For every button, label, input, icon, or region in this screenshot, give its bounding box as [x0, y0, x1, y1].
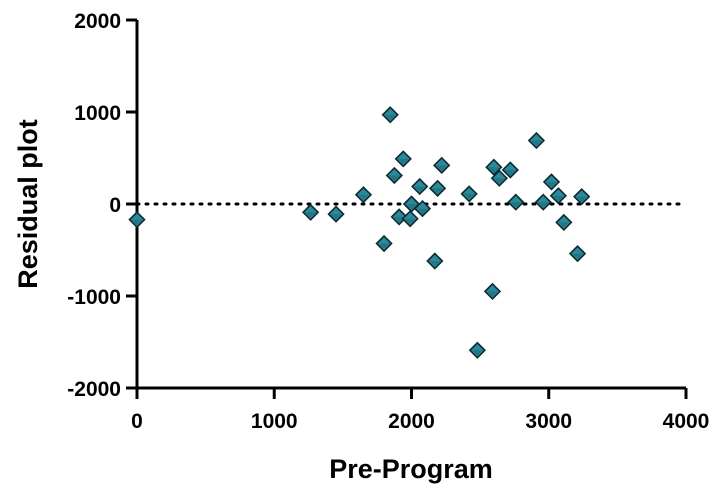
data-point: [468, 341, 487, 359]
tick-labels: 0 1000 2000 3000 4000 -2000 -1000 0 1000 2000: [67, 10, 709, 433]
data-point: [573, 188, 591, 206]
data-point-shade: [330, 214, 342, 220]
data-point-shade: [493, 178, 505, 184]
data-point: [385, 166, 403, 185]
data-point-shade: [504, 169, 516, 176]
data-point-shade: [436, 165, 448, 171]
data-point: [542, 173, 561, 191]
data-point: [301, 203, 320, 221]
data-point: [555, 213, 573, 232]
data-point: [527, 131, 546, 150]
data-point: [327, 205, 345, 223]
data-point: [128, 211, 146, 229]
data-point: [426, 252, 444, 270]
data-point-shade: [378, 243, 390, 250]
data-point-shade: [429, 261, 441, 267]
x-tick-label: 4000: [663, 410, 710, 433]
x-axis-title: Pre-Program: [329, 454, 493, 484]
data-point: [507, 193, 525, 211]
x-tick-label: 1000: [251, 410, 298, 433]
data-point-shade: [488, 167, 500, 173]
y-axis-title: Residual plot: [13, 119, 43, 289]
y-tick-label: 0: [109, 194, 121, 217]
data-point-shade: [414, 186, 426, 193]
data-point-shade: [471, 350, 483, 356]
data-point-shade: [388, 175, 400, 181]
y-tick-label: -1000: [67, 286, 121, 309]
y-tick-label: -2000: [67, 378, 121, 401]
data-point: [354, 186, 373, 204]
data-point-shade: [432, 188, 444, 194]
x-tick-label: 2000: [388, 410, 435, 433]
data-points: [128, 106, 591, 359]
data-point: [490, 169, 508, 187]
data-point: [568, 245, 587, 263]
data-point-shade: [572, 253, 584, 260]
data-point: [433, 156, 451, 174]
data-point: [483, 282, 502, 301]
data-point: [485, 158, 503, 176]
y-tick-label: 1000: [74, 102, 121, 125]
data-point: [390, 208, 408, 226]
data-point: [401, 210, 419, 228]
data-point-shade: [416, 208, 428, 215]
data-point-shade: [393, 216, 405, 223]
data-point-shade: [486, 291, 498, 297]
data-point-shade: [384, 114, 396, 121]
data-point: [394, 150, 412, 168]
data-point-shade: [406, 204, 417, 210]
data-point-shade: [576, 196, 588, 203]
data-point-shade: [545, 181, 557, 188]
data-point: [534, 193, 552, 211]
ticks: [126, 18, 688, 399]
data-point-shade: [463, 193, 475, 200]
data-point-shade: [404, 218, 416, 225]
data-point: [549, 187, 567, 205]
data-point: [413, 199, 432, 218]
data-point: [411, 177, 429, 196]
data-point-shade: [552, 195, 564, 202]
y-tick-label: 2000: [74, 10, 121, 33]
data-point-shade: [305, 212, 317, 218]
data-point-shade: [131, 219, 143, 226]
data-point-shade: [537, 202, 549, 208]
data-point-shade: [558, 222, 570, 228]
data-point: [375, 234, 393, 253]
x-tick-label: 3000: [525, 410, 572, 433]
x-tick-label: 0: [131, 410, 143, 433]
data-point-shade: [530, 140, 542, 147]
data-point: [428, 179, 447, 197]
data-point: [381, 106, 399, 124]
data-point: [501, 161, 519, 179]
data-point-shade: [397, 158, 409, 165]
data-point: [460, 185, 478, 203]
data-point-shade: [357, 194, 369, 201]
data-point-shade: [510, 202, 522, 208]
